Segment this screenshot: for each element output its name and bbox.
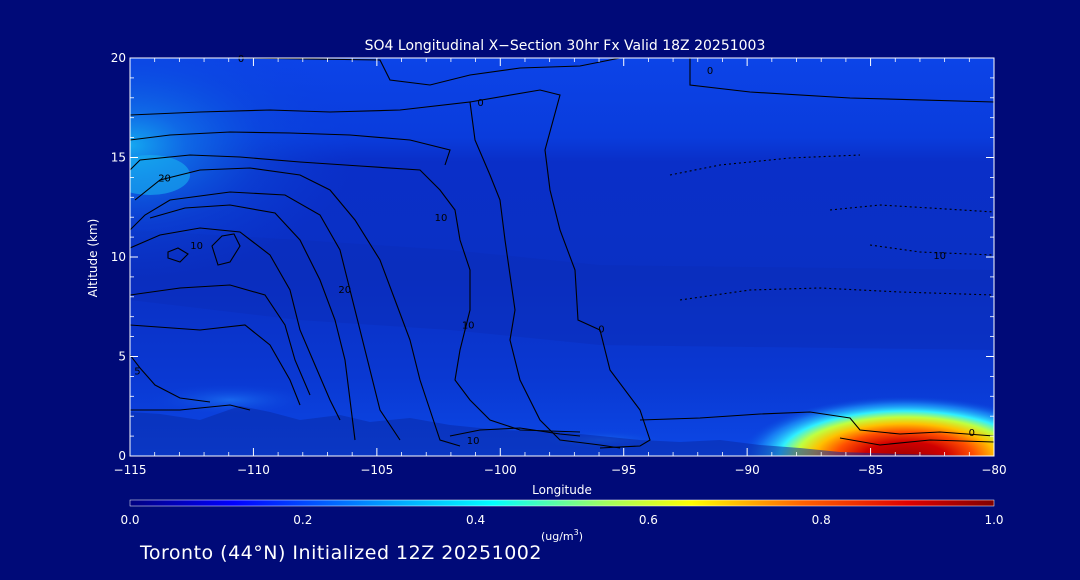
contour-line	[449, 427, 581, 437]
x-tick-label: −110	[237, 463, 270, 477]
contour-line	[167, 247, 189, 263]
contour-line	[134, 167, 461, 447]
field-low-blob-1	[150, 384, 310, 416]
contour-line	[130, 131, 451, 166]
contour-line-dotted	[829, 204, 994, 213]
x-tick-label: −95	[611, 463, 636, 477]
contour-line	[130, 284, 311, 396]
contour-line	[239, 58, 621, 86]
contour-label: 10	[190, 241, 203, 252]
contour-line	[130, 154, 581, 433]
contour-line	[130, 354, 211, 403]
y-tick-label: 20	[111, 51, 126, 65]
contour-label: 20	[338, 285, 351, 296]
y-tick-label: 10	[111, 250, 126, 264]
contour-line	[130, 324, 301, 406]
contour-line-dotted	[669, 154, 861, 176]
terrain	[130, 406, 994, 456]
x-tick-label: −115	[114, 463, 147, 477]
colorbar-tick-label: 0.0	[120, 513, 139, 527]
contour-line	[149, 204, 356, 441]
x-tick-label: −90	[734, 463, 759, 477]
contour-label: 10	[933, 251, 946, 262]
field-upper-maximum	[130, 58, 630, 358]
colorbar-unit-suffix: )	[579, 530, 583, 543]
contour-line	[130, 404, 251, 411]
field-hotspot	[740, 380, 994, 456]
colorbar	[129, 499, 995, 507]
colorbar-ticks: 0.0 0.2 0.4 0.6 0.8 1.0	[120, 513, 1003, 527]
contour-label: 0	[969, 428, 975, 439]
contour-line	[639, 411, 994, 437]
contour-line	[469, 89, 651, 449]
y-tick-label: 15	[111, 151, 126, 165]
contour-label: 5	[134, 366, 140, 377]
contour-line	[689, 58, 994, 103]
contour-label: 10	[462, 321, 475, 332]
y-tick-label: 0	[118, 449, 126, 463]
contour-label: 0	[238, 54, 244, 65]
contour-label: 10	[467, 436, 480, 447]
contour-label: 0	[598, 325, 604, 336]
contour-line	[839, 437, 994, 446]
colorbar-tick-label: 0.6	[639, 513, 658, 527]
contour-label: 10	[435, 213, 448, 224]
colorbar-tick-label: 0.2	[293, 513, 312, 527]
contour-label: 20	[158, 173, 171, 184]
x-tick-label: −105	[360, 463, 393, 477]
contour-line-dotted	[679, 287, 994, 301]
contour-line	[130, 101, 621, 449]
x-tick-label: −80	[981, 463, 1006, 477]
contour-label: 0	[477, 98, 483, 109]
contours	[130, 58, 994, 449]
field-upper-maximum-core	[130, 155, 190, 195]
colorbar-unit-label: (ug/m3)	[541, 528, 583, 543]
contour-line	[211, 233, 241, 266]
contour-labels: 0 0 0 20 10 10 20 10 0 10 5 10 0	[134, 54, 975, 447]
contour-line-dotted	[869, 244, 994, 256]
y-axis-ticks: 0 5 10 15 20	[111, 51, 994, 463]
x-tick-label: −100	[484, 463, 517, 477]
colorbar-unit-sup: 3	[574, 528, 579, 537]
footer-location-text: Toronto (44°N) Initialized 12Z 20251002	[140, 542, 542, 564]
colorbar-tick-label: 0.4	[466, 513, 485, 527]
contour-line	[130, 191, 401, 441]
contour-label: 0	[707, 66, 713, 77]
colorbar-unit-prefix: (ug/m	[541, 530, 574, 543]
contour-line	[130, 227, 341, 421]
y-axis-label: Altitude (km)	[86, 219, 100, 298]
x-tick-label: −85	[858, 463, 883, 477]
chart-title: SO4 Longitudinal X−Section 30hr Fx Valid…	[365, 38, 766, 54]
y-tick-label: 5	[118, 350, 126, 364]
x-axis-ticks: −115 −110 −105 −100 −95 −90 −85 −80	[114, 58, 1007, 477]
x-axis-label: Longitude	[532, 483, 592, 497]
colorbar-tick-label: 0.8	[812, 513, 831, 527]
colorbar-tick-label: 1.0	[984, 513, 1003, 527]
concentration-field	[130, 58, 994, 456]
